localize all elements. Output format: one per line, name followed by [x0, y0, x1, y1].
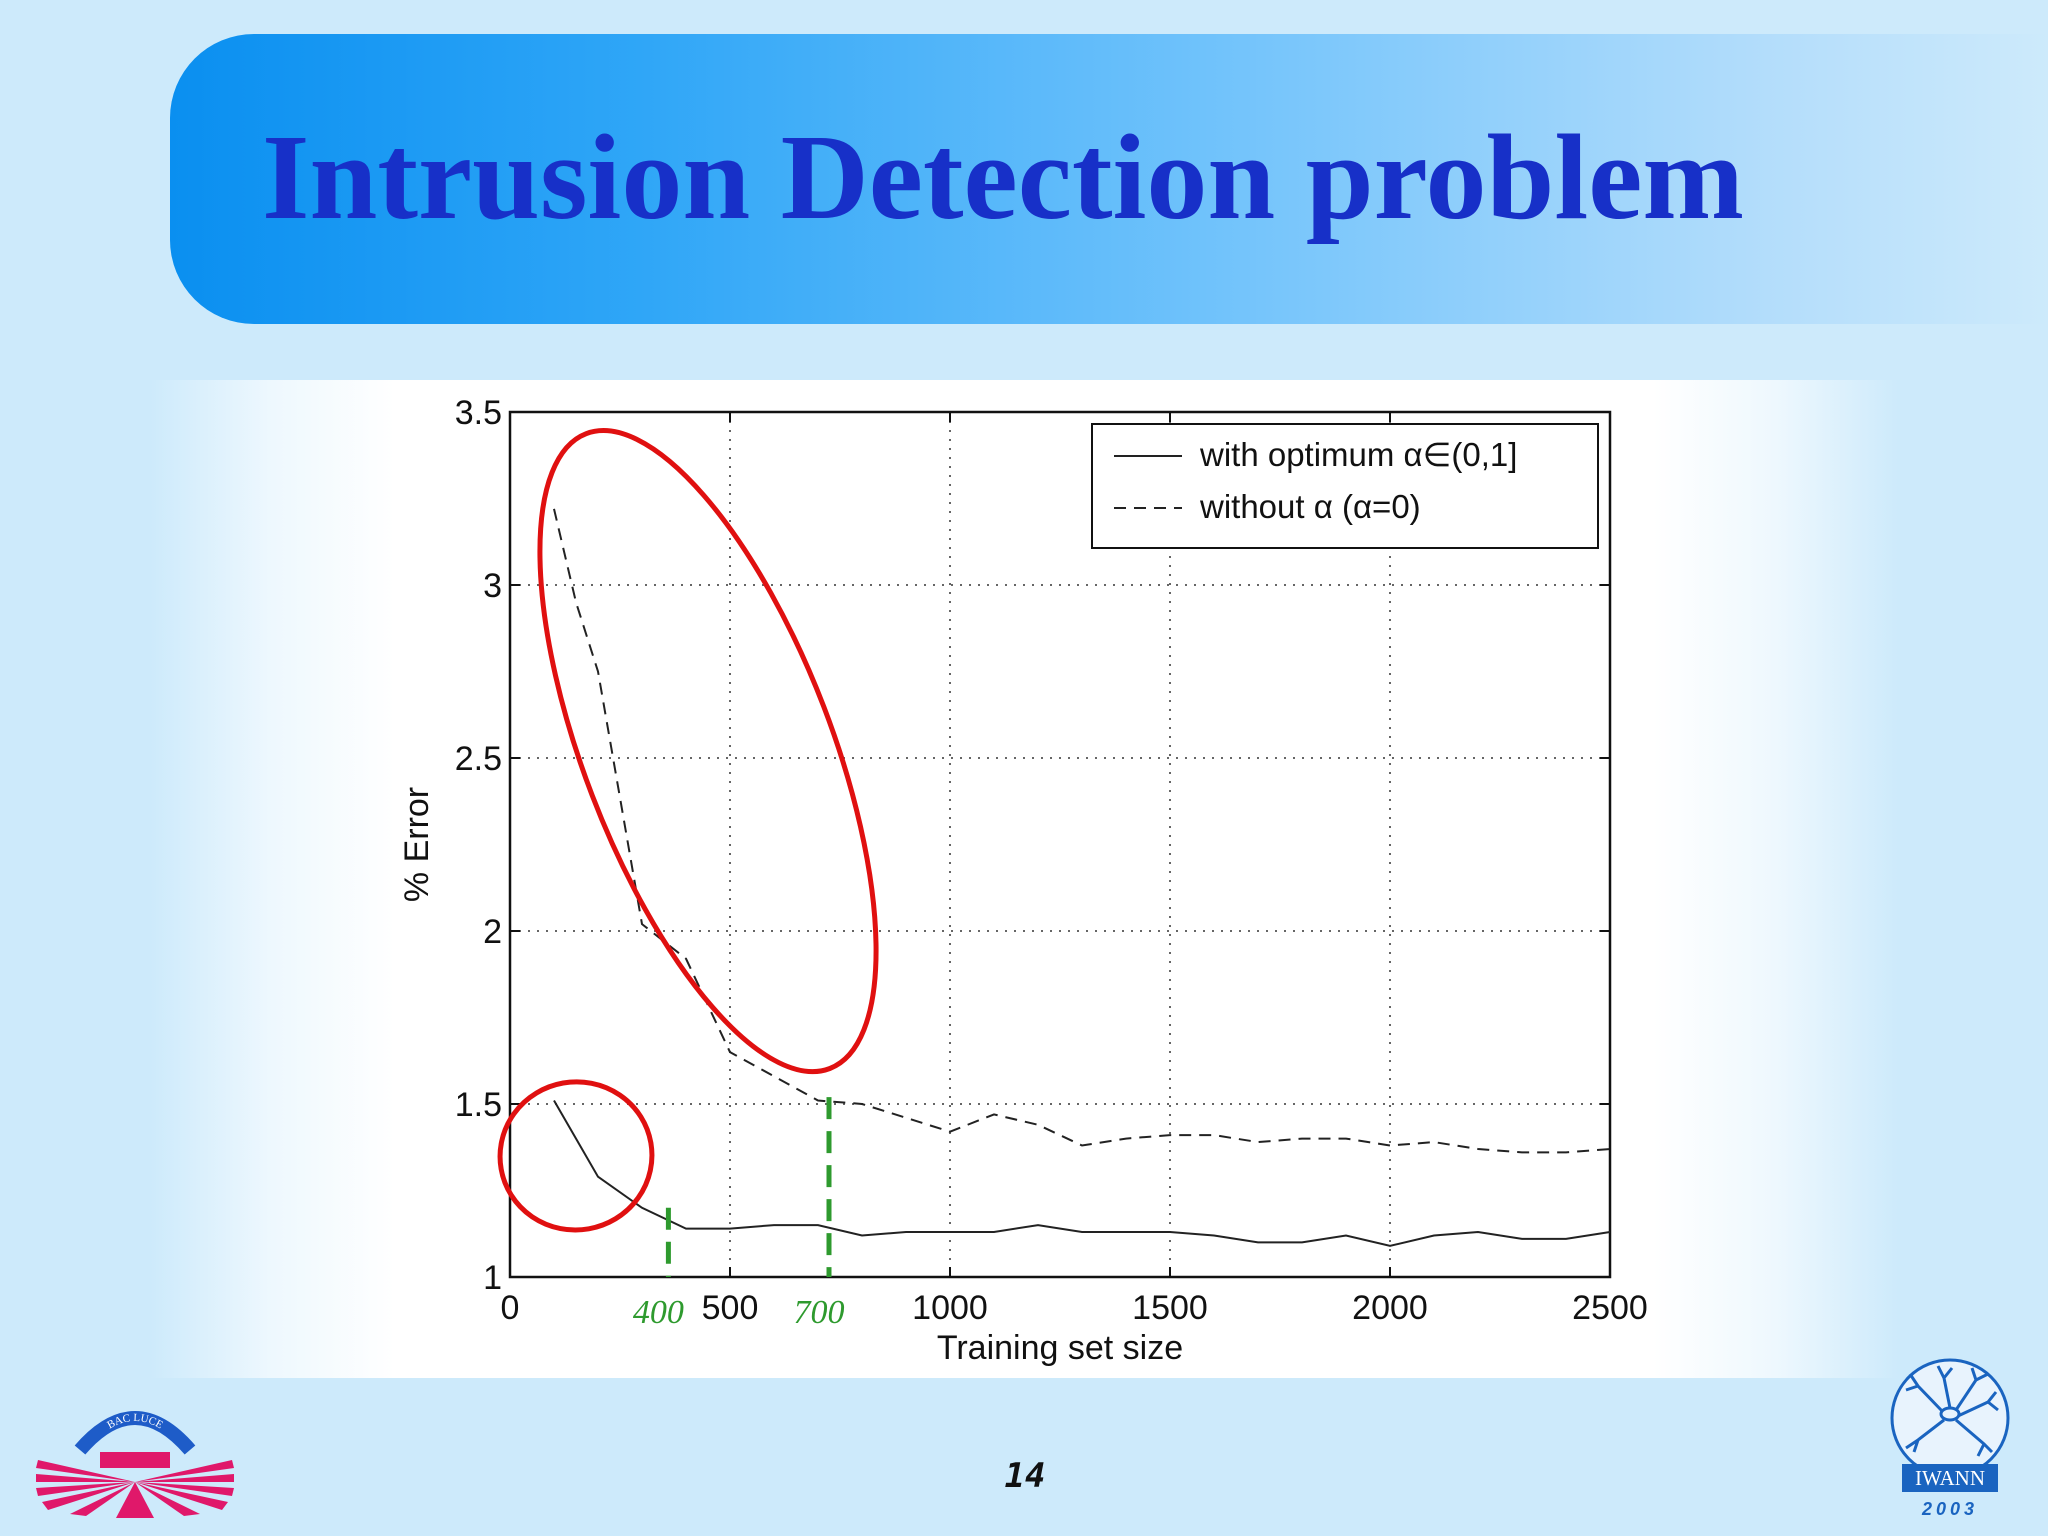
legend-box: [1091, 423, 1599, 549]
x-tick-label: 1000: [912, 1289, 988, 1327]
marker-label: 400: [633, 1294, 684, 1331]
chart-panel: 0 500 1000 1500 2000 2500 1 1.5 2 2.5 3 3.5 Training…: [150, 380, 1898, 1378]
title-banner: [170, 34, 2048, 324]
series-line-2: [553, 508, 1611, 1154]
y-tick-label: 1: [483, 1259, 502, 1297]
university-logo: BAC LUCE: [36, 1411, 234, 1518]
iwann-logo-banner: [1902, 1464, 1998, 1492]
y-tick-label: 3.5: [455, 394, 502, 432]
marker-label: 700: [794, 1294, 845, 1331]
axes-frame: [508, 410, 1612, 1279]
x-tick-label: 500: [702, 1289, 759, 1327]
university-logo-arc: [74, 1411, 196, 1455]
legend-label-1: with optimum α∈(0,1]: [1199, 436, 1517, 473]
university-logo-rays: [36, 1452, 234, 1518]
y-axis-label: % Error: [398, 787, 436, 902]
highlight-ellipse: [497, 1079, 655, 1233]
slide-title: Intrusion Detection problem: [262, 110, 1745, 245]
page-number: 14: [1004, 1456, 1046, 1496]
y-tick-label: 2.5: [455, 740, 502, 778]
iwann-logo-text: IWANN: [1915, 1466, 1985, 1490]
x-tick-label: 2000: [1352, 1289, 1428, 1327]
y-tick-label: 3: [483, 567, 502, 605]
iwann-logo-year: 2003: [1921, 1499, 1978, 1519]
legend-label-2: without α (α=0): [1199, 488, 1421, 525]
neuron-icon: [1905, 1365, 1999, 1457]
y-tick-label: 2: [483, 913, 502, 951]
line-chart: 0 500 1000 1500 2000 2500 1 1.5 2 2.5 3 3.5 Training…: [398, 394, 1648, 1367]
university-logo-motto: BAC LUCE: [105, 1412, 165, 1432]
iwann-logo: IWANN 2003: [1890, 1358, 2010, 1519]
series-line-1: [553, 1099, 1611, 1247]
x-tick-label: 0: [501, 1289, 520, 1327]
highlight-ellipse: [537, 428, 879, 1075]
y-tick-label: 1.5: [455, 1086, 502, 1124]
x-tick-label: 1500: [1132, 1289, 1208, 1327]
iwann-logo-circle: [1890, 1358, 2010, 1478]
x-axis-label: Training set size: [937, 1329, 1183, 1367]
x-tick-label: 2500: [1572, 1289, 1648, 1327]
plot-area: [510, 412, 1610, 1277]
